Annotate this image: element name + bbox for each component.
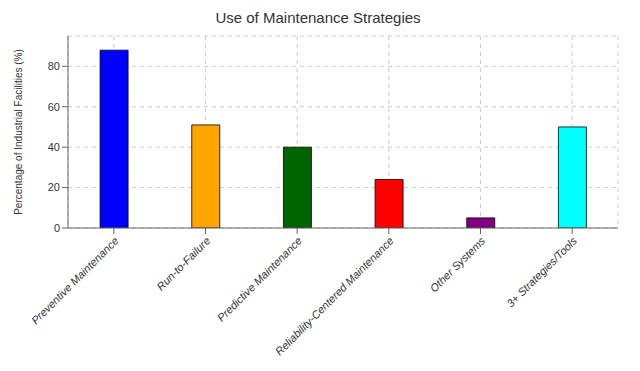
svg-text:40: 40 bbox=[48, 141, 60, 153]
svg-text:0: 0 bbox=[54, 222, 60, 234]
html-text:Use of Maintenance Strategies: Use of Maintenance Strategies bbox=[215, 9, 421, 26]
svg-text:3+ Strategies/Tools: 3+ Strategies/Tools bbox=[504, 234, 579, 309]
svg-text:Percentage of Industrial Facil: Percentage of Industrial Facilities (%) bbox=[13, 49, 24, 215]
svg-text:80: 80 bbox=[48, 60, 60, 72]
svg-text:Run-to-Failure: Run-to-Failure bbox=[154, 234, 212, 292]
svg-text:60: 60 bbox=[48, 101, 60, 113]
svg-text:20: 20 bbox=[48, 181, 60, 193]
svg-text:Predictive Maintenance: Predictive Maintenance bbox=[215, 234, 304, 323]
svg-text:Preventive Maintenance: Preventive Maintenance bbox=[29, 234, 121, 326]
svg-text:Other Systems: Other Systems bbox=[428, 234, 488, 294]
svg-text:Reliability-Centered Maintenan: Reliability-Centered Maintenance bbox=[273, 234, 396, 357]
